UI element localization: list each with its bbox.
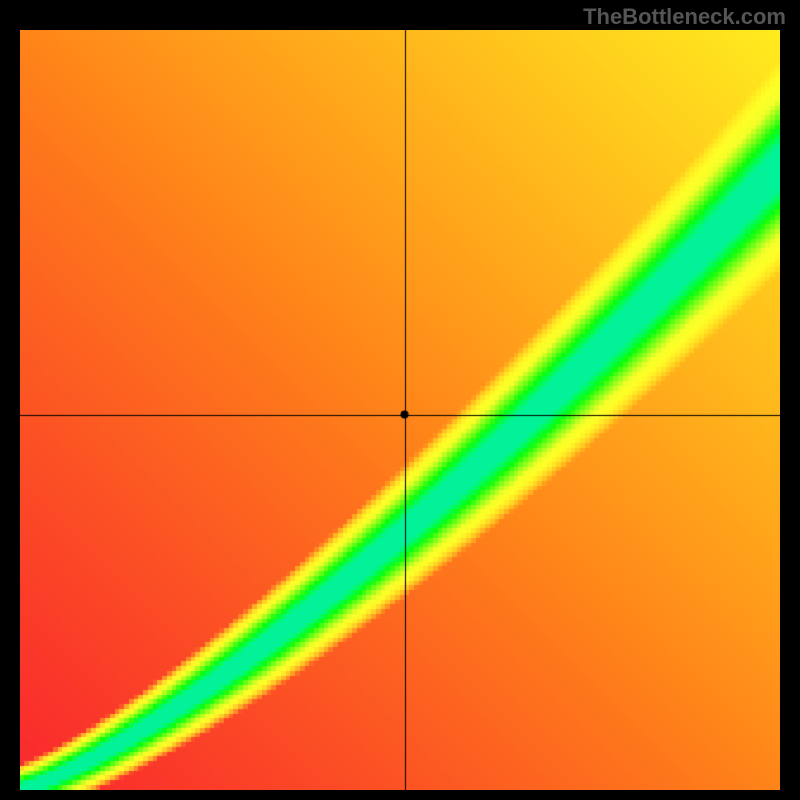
- chart-container: TheBottleneck.com: [0, 0, 800, 800]
- bottleneck-heatmap: [20, 30, 780, 790]
- watermark-text: TheBottleneck.com: [583, 4, 786, 30]
